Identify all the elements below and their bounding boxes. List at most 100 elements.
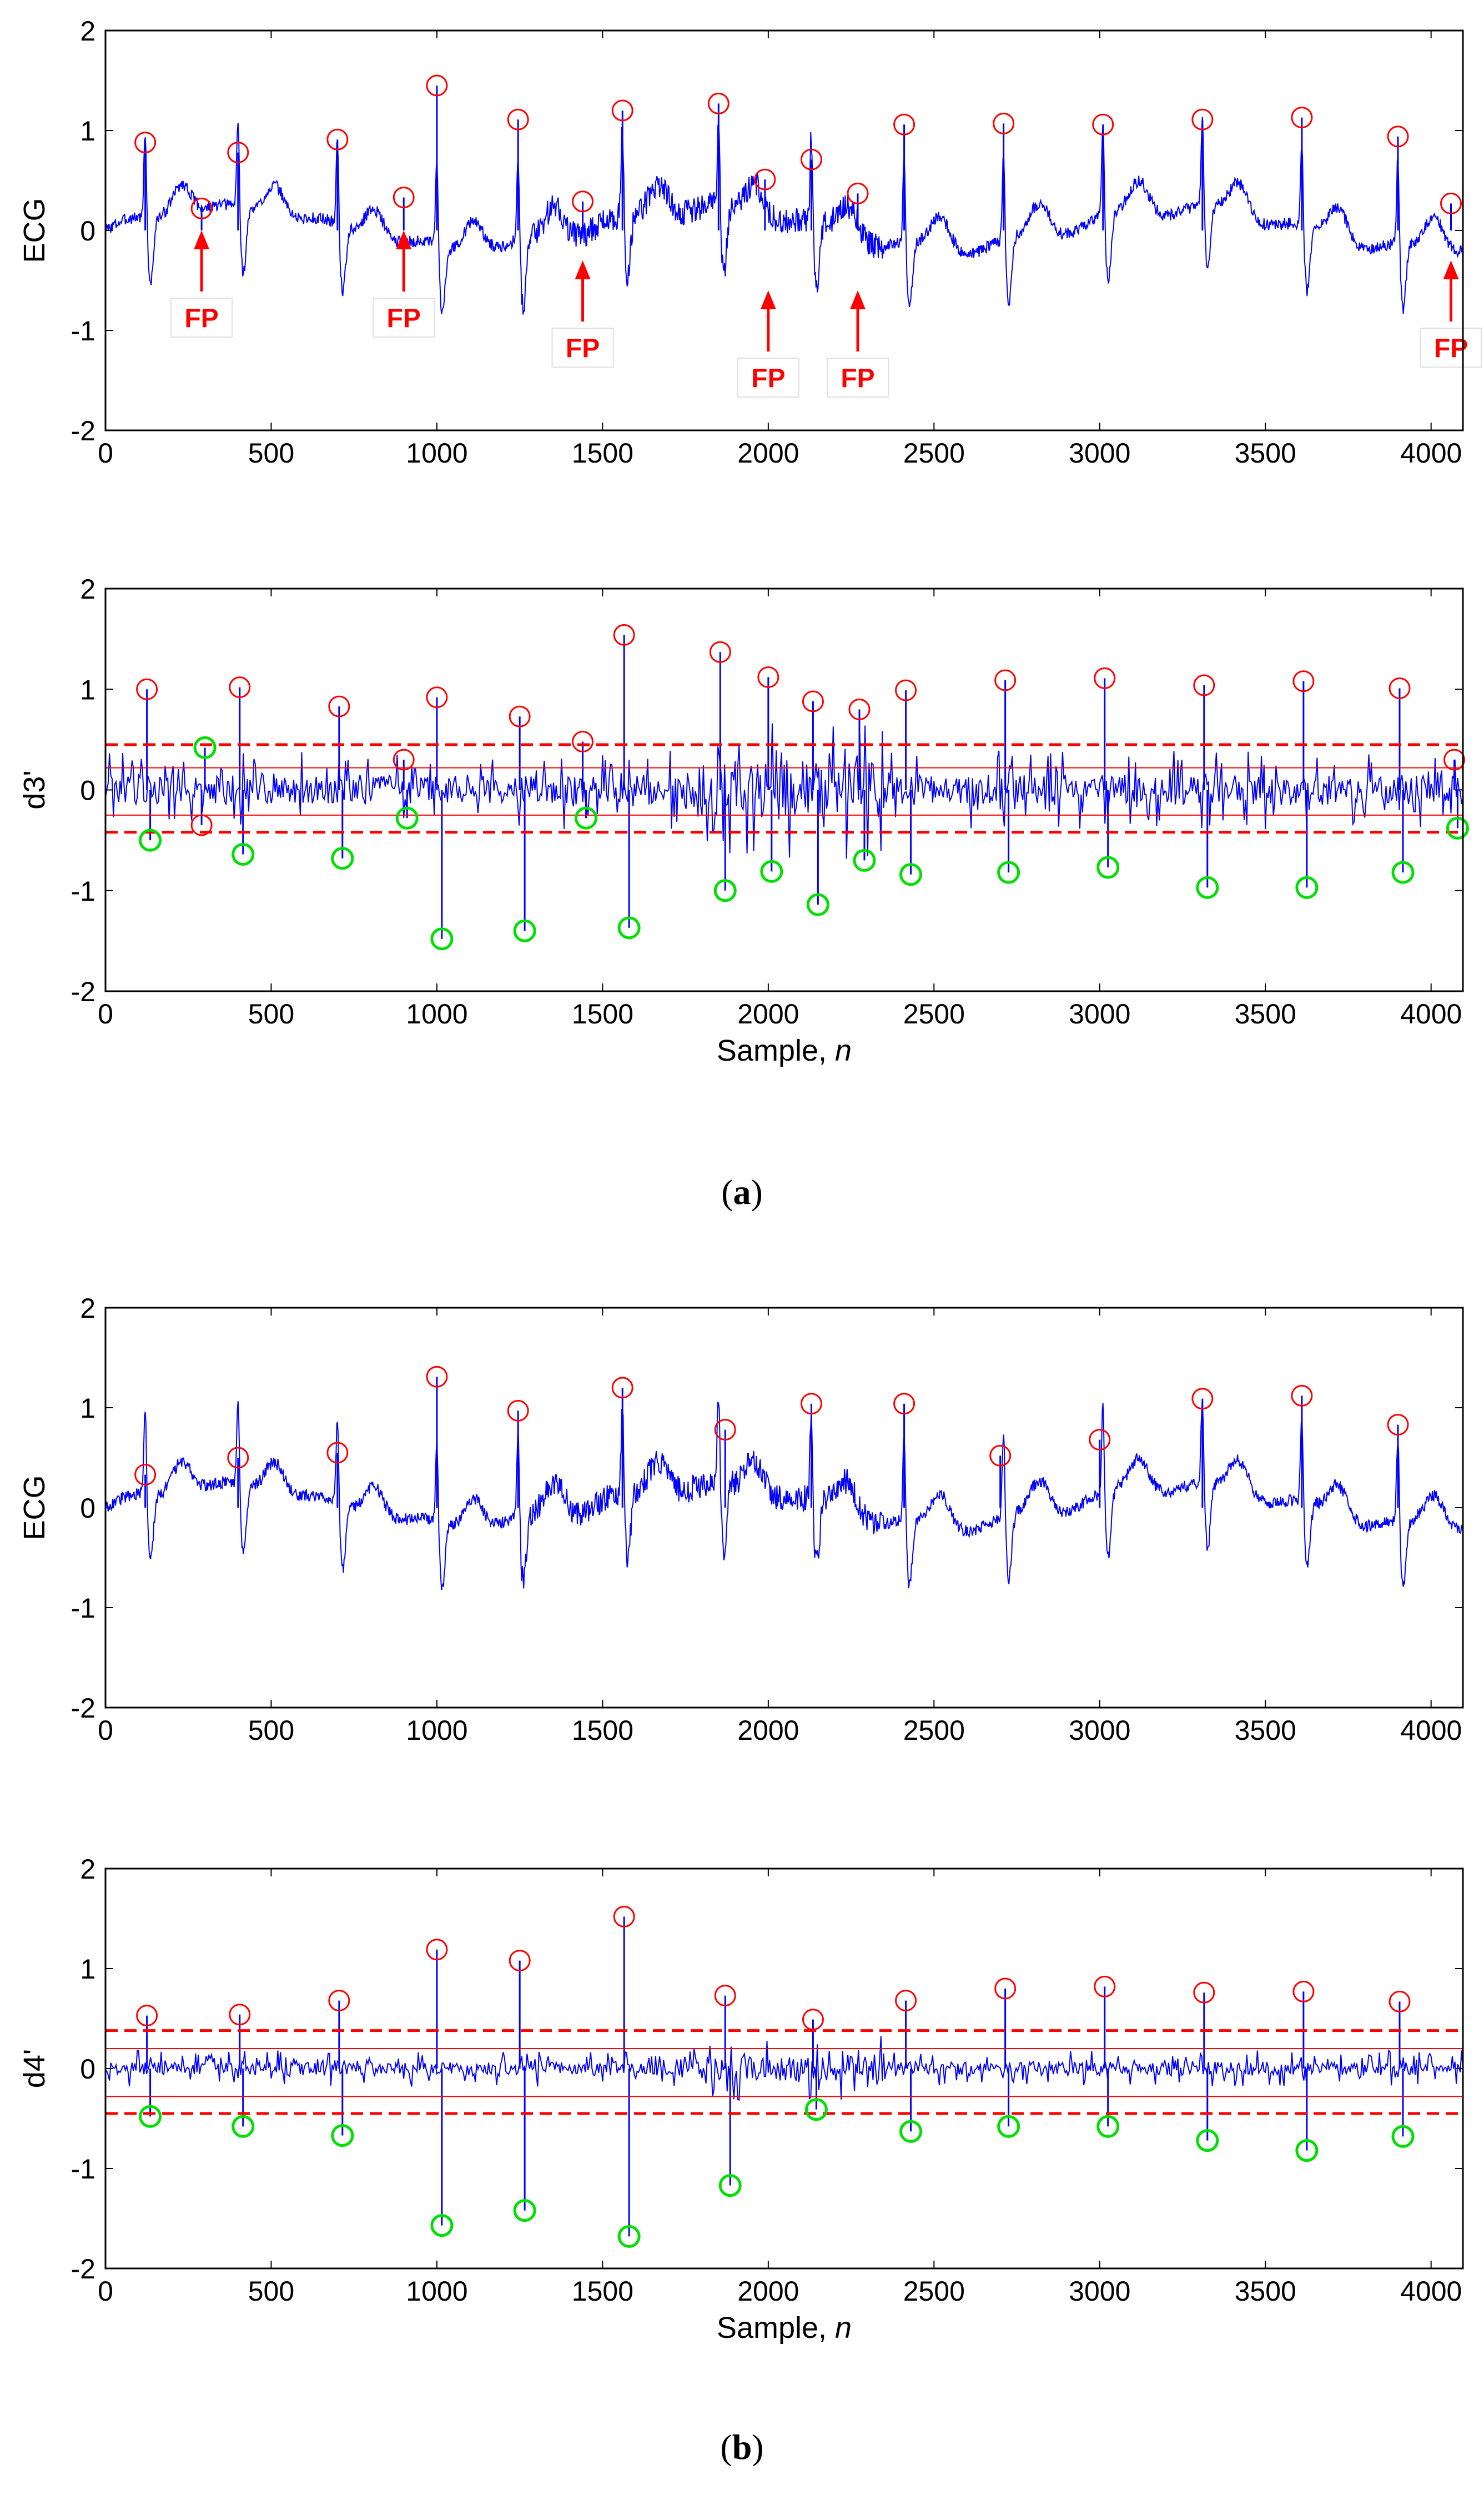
r-peak-marker bbox=[426, 686, 448, 709]
r-peak-marker bbox=[613, 1905, 635, 1927]
min-peak-marker bbox=[331, 2124, 354, 2147]
r-peak-marker bbox=[190, 814, 213, 836]
r-peak-marker bbox=[714, 1419, 736, 1441]
x-tick-label: 4000 bbox=[1400, 438, 1462, 469]
x-tick-label: 3000 bbox=[1069, 2276, 1130, 2307]
min-peak-marker bbox=[617, 2225, 641, 2248]
r-peak-marker bbox=[190, 197, 213, 219]
x-tick-label: 2000 bbox=[737, 998, 799, 1030]
r-peak-marker bbox=[229, 676, 251, 699]
plot-frame bbox=[104, 1307, 1464, 1709]
y-tick-label: -2 bbox=[71, 415, 95, 446]
min-peak-marker bbox=[617, 916, 641, 940]
r-peak-marker bbox=[895, 679, 917, 701]
x-tick-label: 1500 bbox=[572, 998, 633, 1030]
r-peak-marker bbox=[507, 108, 529, 130]
y-axis-label: d4' bbox=[18, 2049, 51, 2088]
r-peak-marker bbox=[1094, 667, 1116, 689]
min-peak-marker bbox=[1391, 861, 1415, 884]
signal-trace bbox=[105, 723, 1463, 859]
min-peak-marker bbox=[997, 861, 1020, 884]
min-peak-marker bbox=[139, 829, 162, 852]
y-axis-label: ECG bbox=[18, 1475, 51, 1540]
min-peak-marker bbox=[1196, 2129, 1219, 2152]
chart-a-d3: 0 500 1000 1500 2000 2500 3000 3500 4000 -2 -1 0 1 2 d… bbox=[18, 574, 1469, 1067]
x-tick-label: 2000 bbox=[737, 438, 799, 469]
min-peak-marker bbox=[718, 2174, 742, 2197]
y-tick-label: -2 bbox=[71, 1693, 95, 1724]
r-peak-marker bbox=[1193, 1981, 1215, 2004]
r-peak-marker bbox=[134, 1464, 157, 1486]
y-tick-label: 1 bbox=[80, 116, 95, 147]
r-peak-marker bbox=[1292, 1980, 1315, 2002]
r-peak-marker bbox=[611, 1377, 633, 1399]
r-peak-marker bbox=[1387, 1414, 1409, 1436]
r-peak-marker bbox=[1092, 113, 1114, 135]
min-peak-marker bbox=[1295, 2139, 1319, 2162]
min-peak-marker bbox=[997, 2115, 1020, 2138]
min-peak-marker bbox=[760, 860, 783, 883]
x-tick-label: 3500 bbox=[1235, 998, 1296, 1030]
y-tick-label: 2 bbox=[80, 16, 95, 47]
x-tick-label: 4000 bbox=[1400, 1715, 1462, 1746]
y-tick-label: 2 bbox=[80, 1854, 95, 1885]
r-peak-marker bbox=[893, 113, 915, 135]
y-tick-label: 2 bbox=[80, 1293, 95, 1324]
r-peak-marker bbox=[509, 705, 531, 727]
r-peak-marker bbox=[994, 669, 1017, 691]
fp-arrow-head bbox=[575, 260, 591, 279]
y-tick-label: 0 bbox=[80, 2054, 95, 2085]
fp-label-box bbox=[551, 328, 614, 368]
min-peak-marker bbox=[395, 806, 419, 830]
r-peak-marker bbox=[895, 1990, 917, 2012]
x-tick-label: 3000 bbox=[1069, 1715, 1130, 1746]
min-peak-marker bbox=[899, 863, 923, 886]
r-peak-marker bbox=[136, 678, 158, 700]
y-tick-label: 0 bbox=[80, 1493, 95, 1524]
r-peak-marker bbox=[136, 2005, 158, 2027]
x-tick-label: 500 bbox=[248, 1715, 294, 1746]
min-peak-marker bbox=[1096, 2115, 1120, 2138]
panel-a-letter: a bbox=[733, 1172, 751, 1212]
x-tick-label: 2000 bbox=[737, 2276, 799, 2307]
x-tick-label: 2000 bbox=[737, 1715, 799, 1746]
y-tick-label: 1 bbox=[80, 674, 95, 705]
r-peak-marker bbox=[1089, 1429, 1111, 1451]
r-peak-marker bbox=[847, 182, 869, 204]
min-peak-marker bbox=[232, 843, 255, 866]
r-peak-marker bbox=[1443, 749, 1465, 771]
r-peak-marker bbox=[714, 1985, 736, 2007]
fp-label: FP bbox=[566, 334, 600, 363]
panel-a-label: (a) bbox=[721, 1172, 763, 1212]
x-tick-label: 3500 bbox=[1235, 438, 1296, 469]
y-tick-label: 2 bbox=[80, 574, 95, 605]
min-peak-marker bbox=[513, 919, 536, 942]
chart-b-ecg: 0 500 1000 1500 2000 2500 3000 3500 4000 -2 -1 0 1 2 E… bbox=[18, 1293, 1464, 1746]
x-tick-label: 0 bbox=[98, 438, 113, 469]
r-peak-marker bbox=[509, 1950, 531, 1972]
x-tick-label: 0 bbox=[98, 1715, 113, 1746]
min-peak-marker bbox=[853, 849, 876, 872]
min-peak-marker bbox=[1196, 876, 1219, 899]
x-tick-label: 0 bbox=[98, 2276, 113, 2307]
fp-label-box bbox=[737, 358, 799, 398]
r-peak-marker bbox=[993, 112, 1015, 134]
x-tick-label: 2500 bbox=[903, 998, 965, 1030]
plot-frame bbox=[104, 588, 1464, 992]
r-peak-marker bbox=[1191, 1388, 1214, 1410]
min-peak-marker bbox=[513, 2199, 536, 2222]
r-peak-marker bbox=[1191, 108, 1214, 130]
fp-label-box bbox=[170, 298, 233, 338]
r-peak-marker bbox=[1387, 125, 1409, 148]
x-tick-label: 1000 bbox=[406, 1715, 467, 1746]
r-peak-marker bbox=[426, 1939, 448, 1961]
min-peak-marker bbox=[1391, 2125, 1415, 2148]
r-peak-marker bbox=[227, 142, 249, 164]
signal-trace bbox=[105, 1399, 1463, 1590]
x-tick-label: 1500 bbox=[572, 2276, 633, 2307]
r-peak-marker bbox=[1291, 107, 1313, 129]
y-axis-label: ECG bbox=[18, 198, 51, 263]
fp-label-box bbox=[373, 298, 435, 338]
